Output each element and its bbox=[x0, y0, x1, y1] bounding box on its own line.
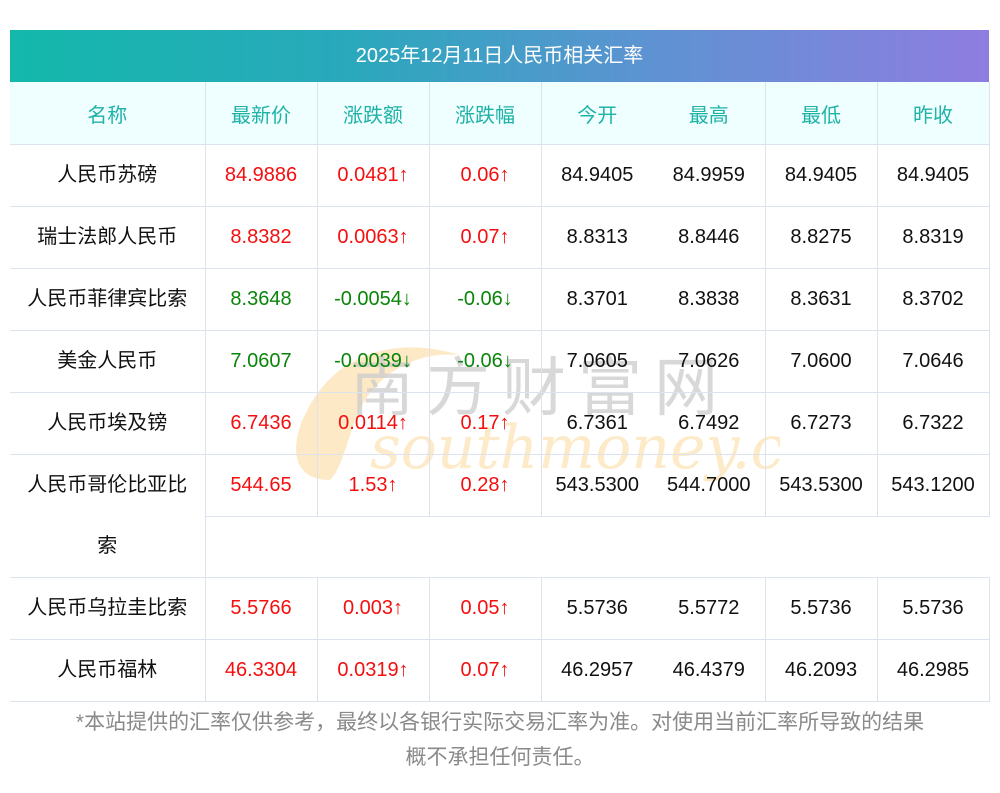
high-cell: 544.7000 bbox=[653, 454, 766, 517]
table-row: 人民币埃及镑 6.7436 0.0114↑ 0.17↑ 6.7361 6.7492 6.72… bbox=[10, 392, 990, 455]
table-row: 人民币福林 46.3304 0.0319↑ 0.07↑ 46.2957 46.4379 46… bbox=[10, 639, 990, 702]
col-header-change-pct: 涨跌幅 bbox=[429, 82, 542, 145]
latest-price-cell: 84.9886 bbox=[205, 144, 318, 207]
table-header-row: 名称 最新价 涨跌额 涨跌幅 今开 最高 最低 昨收 bbox=[10, 82, 990, 145]
open-cell: 7.0605 bbox=[541, 330, 653, 393]
change-pct-cell: 0.07↑ bbox=[429, 639, 542, 702]
low-cell: 5.5736 bbox=[765, 577, 878, 640]
latest-price-cell: 6.7436 bbox=[205, 392, 318, 455]
table-row: 瑞士法郎人民币 8.8382 0.0063↑ 0.07↑ 8.8313 8.8446 8.8… bbox=[10, 206, 990, 269]
latest-price-cell: 8.3648 bbox=[205, 268, 318, 331]
open-cell: 543.5300 bbox=[541, 454, 653, 517]
col-header-open: 今开 bbox=[541, 82, 653, 145]
currency-pair-name: 人民币菲律宾比索 bbox=[10, 268, 206, 331]
change-cell: 0.0481↑ bbox=[317, 144, 430, 207]
change-cell: -0.0054↓ bbox=[317, 268, 430, 331]
rates-table: 名称 最新价 涨跌额 涨跌幅 今开 最高 最低 昨收 人民币苏磅 84.9886 0… bbox=[10, 82, 990, 702]
latest-price-cell: 544.65 bbox=[205, 454, 318, 517]
currency-pair-name: 人民币哥伦比亚比索 bbox=[10, 454, 206, 578]
prev-close-cell: 8.3702 bbox=[877, 268, 990, 331]
change-cell: 1.53↑ bbox=[317, 454, 430, 517]
col-header-change: 涨跌额 bbox=[317, 82, 430, 145]
change-pct-cell: -0.06↓ bbox=[429, 330, 542, 393]
prev-close-cell: 8.8319 bbox=[877, 206, 990, 269]
prev-close-cell: 84.9405 bbox=[877, 144, 990, 207]
low-cell: 84.9405 bbox=[765, 144, 878, 207]
open-cell: 5.5736 bbox=[541, 577, 653, 640]
open-cell: 8.3701 bbox=[541, 268, 653, 331]
high-cell: 7.0626 bbox=[653, 330, 766, 393]
currency-pair-name: 人民币福林 bbox=[10, 639, 206, 702]
currency-pair-name: 人民币乌拉圭比索 bbox=[10, 577, 206, 640]
table-row: 人民币苏磅 84.9886 0.0481↑ 0.06↑ 84.9405 84.9959 84… bbox=[10, 144, 990, 207]
change-pct-cell: 0.17↑ bbox=[429, 392, 542, 455]
col-header-low: 最低 bbox=[765, 82, 878, 145]
change-pct-cell: 0.28↑ bbox=[429, 454, 542, 517]
table-row: 人民币乌拉圭比索 5.5766 0.003↑ 0.05↑ 5.5736 5.5772 5.5… bbox=[10, 577, 990, 640]
prev-close-cell: 543.1200 bbox=[877, 454, 990, 517]
high-cell: 46.4379 bbox=[653, 639, 766, 702]
high-cell: 84.9959 bbox=[653, 144, 766, 207]
table-row: 美金人民币 7.0607 -0.0039↓ -0.06↓ 7.0605 7.0626 7.0… bbox=[10, 330, 990, 393]
change-pct-cell: 0.05↑ bbox=[429, 577, 542, 640]
change-pct-cell: -0.06↓ bbox=[429, 268, 542, 331]
currency-pair-name-line-2: 索 bbox=[97, 535, 118, 557]
change-cell: -0.0039↓ bbox=[317, 330, 430, 393]
prev-close-cell: 46.2985 bbox=[877, 639, 990, 702]
change-pct-cell: 0.06↑ bbox=[429, 144, 542, 207]
change-cell: 0.0319↑ bbox=[317, 639, 430, 702]
change-cell: 0.0114↑ bbox=[317, 392, 430, 455]
low-cell: 6.7273 bbox=[765, 392, 878, 455]
empty-cell bbox=[205, 516, 989, 578]
page-title: 2025年12月11日人民币相关汇率 bbox=[10, 30, 989, 82]
disclaimer-line-1: *本站提供的汇率仅供参考，最终以各银行实际交易汇率为准。对使用当前汇率所导致的结… bbox=[75, 711, 925, 734]
currency-pair-name-line-1: 人民币哥伦比亚比 bbox=[27, 474, 188, 496]
prev-close-cell: 5.5736 bbox=[877, 577, 990, 640]
col-header-prev-close: 昨收 bbox=[877, 82, 990, 145]
latest-price-cell: 46.3304 bbox=[205, 639, 318, 702]
latest-price-cell: 5.5766 bbox=[205, 577, 318, 640]
change-cell: 0.0063↑ bbox=[317, 206, 430, 269]
col-header-name: 名称 bbox=[10, 82, 206, 145]
wrap-spacer-row bbox=[10, 516, 989, 578]
open-cell: 6.7361 bbox=[541, 392, 653, 455]
high-cell: 8.8446 bbox=[653, 206, 766, 269]
currency-pair-name: 人民币埃及镑 bbox=[10, 392, 206, 455]
high-cell: 8.3838 bbox=[653, 268, 766, 331]
col-header-latest: 最新价 bbox=[205, 82, 318, 145]
high-cell: 6.7492 bbox=[653, 392, 766, 455]
rates-panel: 2025年12月11日人民币相关汇率 南方财富网 southmoney.com … bbox=[10, 30, 990, 702]
table-row: 人民币哥伦比亚比索 544.65 1.53↑ 0.28↑ 543.5300 544.700… bbox=[10, 454, 990, 578]
low-cell: 46.2093 bbox=[765, 639, 878, 702]
change-pct-cell: 0.07↑ bbox=[429, 206, 542, 269]
low-cell: 8.8275 bbox=[765, 206, 878, 269]
prev-close-cell: 7.0646 bbox=[877, 330, 990, 393]
prev-close-cell: 6.7322 bbox=[877, 392, 990, 455]
currency-pair-name: 美金人民币 bbox=[10, 330, 206, 393]
table-row: 人民币菲律宾比索 8.3648 -0.0054↓ -0.06↓ 8.3701 8.3838… bbox=[10, 268, 990, 331]
change-cell: 0.003↑ bbox=[317, 577, 430, 640]
latest-price-cell: 7.0607 bbox=[205, 330, 318, 393]
currency-pair-name: 人民币苏磅 bbox=[10, 144, 206, 207]
open-cell: 84.9405 bbox=[541, 144, 653, 207]
disclaimer-line-2: 概不承担任何责任。 bbox=[405, 746, 595, 769]
latest-price-cell: 8.8382 bbox=[205, 206, 318, 269]
open-cell: 46.2957 bbox=[541, 639, 653, 702]
low-cell: 543.5300 bbox=[765, 454, 878, 517]
disclaimer: *本站提供的汇率仅供参考，最终以各银行实际交易汇率为准。对使用当前汇率所导致的结… bbox=[0, 705, 1000, 775]
low-cell: 8.3631 bbox=[765, 268, 878, 331]
col-header-high: 最高 bbox=[653, 82, 766, 145]
high-cell: 5.5772 bbox=[653, 577, 766, 640]
low-cell: 7.0600 bbox=[765, 330, 878, 393]
currency-pair-name: 瑞士法郎人民币 bbox=[10, 206, 206, 269]
open-cell: 8.8313 bbox=[541, 206, 653, 269]
